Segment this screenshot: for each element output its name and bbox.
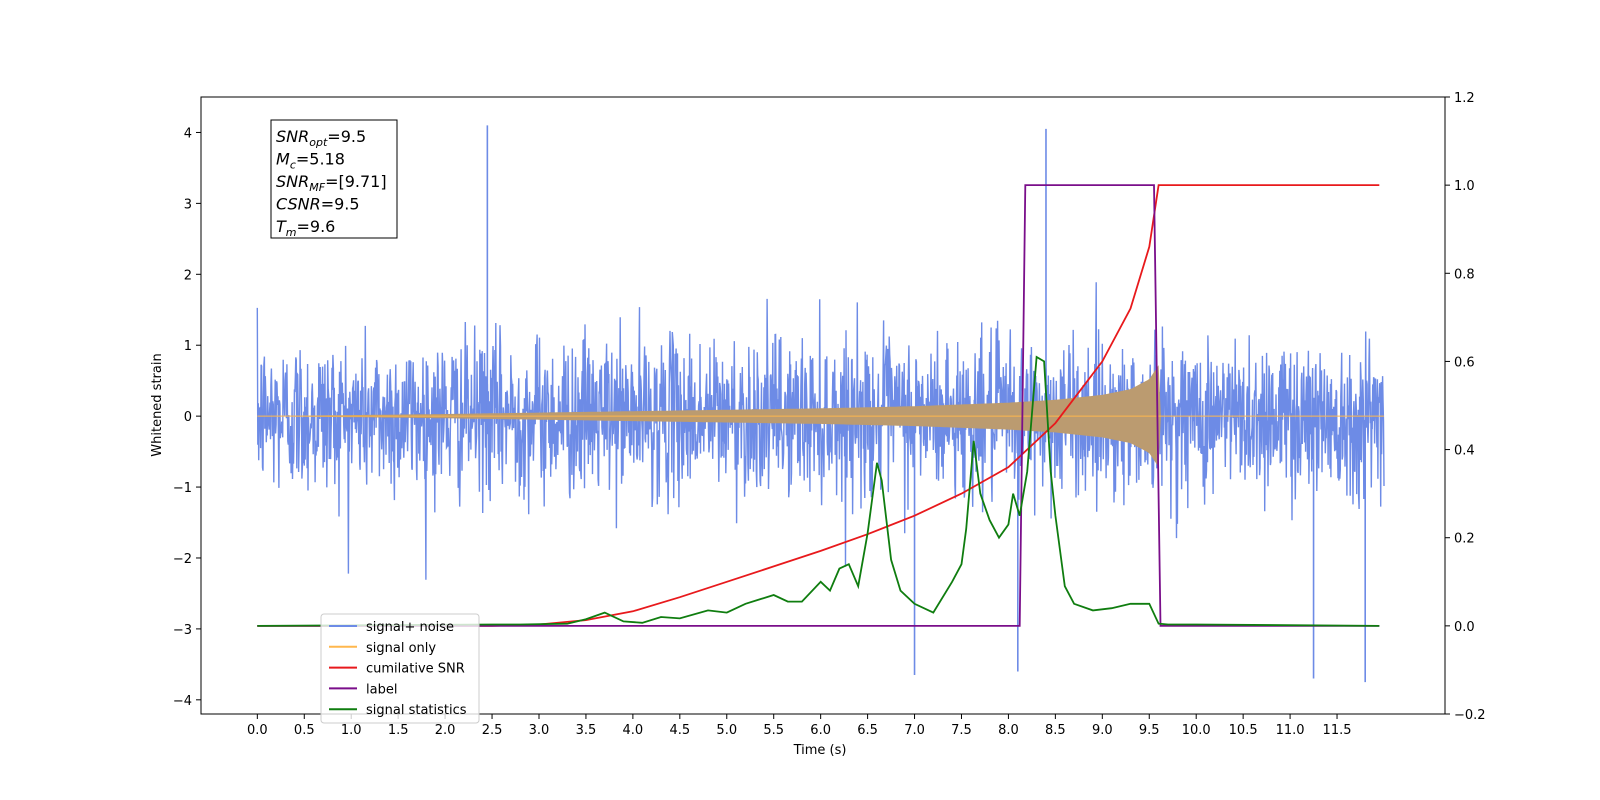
x-tick-label: 1.5: [388, 723, 409, 738]
axes-frame: [200, 96, 1446, 715]
x-tick-label: 8.0: [998, 723, 1019, 738]
y-axis-left: 4 3 2 1 0 −1 −2 −3 −4: [173, 126, 201, 709]
legend-label: signal only: [366, 641, 436, 656]
y-left-tick-label: 0: [184, 410, 192, 425]
y-left-tick-label: 1: [184, 339, 192, 354]
info-box-frame: [270, 119, 398, 239]
y-right-tick-label: 1.0: [1454, 179, 1475, 194]
x-tick-label: 4.0: [623, 723, 644, 738]
legend-label: label: [366, 682, 397, 697]
plot-area: [256, 125, 1385, 683]
series-signal-statistics: [257, 355, 1380, 627]
y-left-tick-label: −4: [173, 694, 192, 709]
x-tick-label: 7.0: [904, 723, 925, 738]
x-tick-label: 6.0: [810, 723, 831, 738]
y-right-tick-label: 1.2: [1454, 91, 1475, 106]
x-tick-label: 5.0: [716, 723, 737, 738]
info-line: CSNR=9.5: [276, 195, 360, 214]
y-left-tick-label: −2: [173, 552, 192, 567]
x-tick-label: 9.5: [1139, 723, 1160, 738]
info-line: SNRMF=[9.71]: [276, 172, 387, 194]
y-left-tick-label: 3: [184, 197, 192, 212]
y-axis-right: 1.2 1.0 0.8 0.6 0.4 0.2 0.0 −0.2: [1445, 91, 1486, 723]
x-tick-label: 10.5: [1229, 723, 1258, 738]
x-tick-label: 3.5: [576, 723, 597, 738]
x-tick-label: 8.5: [1045, 723, 1066, 738]
x-tick-label: 9.0: [1092, 723, 1113, 738]
y-left-tick-label: 4: [184, 126, 192, 141]
info-line: Mc=5.18: [276, 150, 345, 172]
y-right-tick-label: −0.2: [1454, 708, 1486, 723]
y-right-tick-label: 0.2: [1454, 532, 1475, 547]
series-cumulative-snr: [257, 184, 1380, 627]
x-tick-label: 7.5: [951, 723, 972, 738]
x-tick-label: 0.0: [247, 723, 268, 738]
y-left-tick-label: 2: [184, 268, 192, 283]
legend-label: signal+ noise: [366, 620, 454, 635]
x-axis: 0.0 0.5 1.0 1.5 2.0 2.5 3.0 3.5 4.0 4.5 5.0 5.5 6.0 6…: [247, 714, 1352, 738]
x-axis-label: Time (s): [793, 743, 847, 758]
y-left-tick-label: −1: [173, 481, 192, 496]
x-tick-label: 11.0: [1276, 723, 1305, 738]
legend-frame: [320, 613, 480, 724]
x-tick-label: 11.5: [1323, 723, 1352, 738]
x-tick-label: 5.5: [763, 723, 784, 738]
y-left-tick-label: −3: [173, 623, 192, 638]
y-right-tick-label: 0.4: [1454, 444, 1475, 459]
y-axis-label: Whitened strain: [150, 353, 165, 456]
legend-label: cumilative SNR: [366, 662, 465, 677]
legend: signal+ noise signal only cumilative SNR la…: [320, 613, 480, 724]
x-tick-label: 10.0: [1182, 723, 1211, 738]
x-tick-label: 6.5: [857, 723, 878, 738]
legend-label: signal statistics: [366, 703, 467, 718]
x-tick-label: 2.5: [482, 723, 503, 738]
x-tick-label: 0.5: [294, 723, 315, 738]
x-tick-label: 2.0: [435, 723, 456, 738]
info-line: SNRopt=9.5: [276, 127, 366, 149]
series-label: [257, 184, 1380, 627]
x-tick-label: 3.0: [529, 723, 550, 738]
y-right-tick-label: 0.0: [1454, 620, 1475, 635]
info-line: Tm=9.6: [276, 217, 335, 239]
x-tick-label: 1.0: [341, 723, 362, 738]
y-right-tick-label: 0.8: [1454, 267, 1475, 282]
x-tick-label: 4.5: [669, 723, 690, 738]
series-signal-noise: [256, 282, 1385, 580]
y-right-tick-label: 0.6: [1454, 355, 1475, 370]
